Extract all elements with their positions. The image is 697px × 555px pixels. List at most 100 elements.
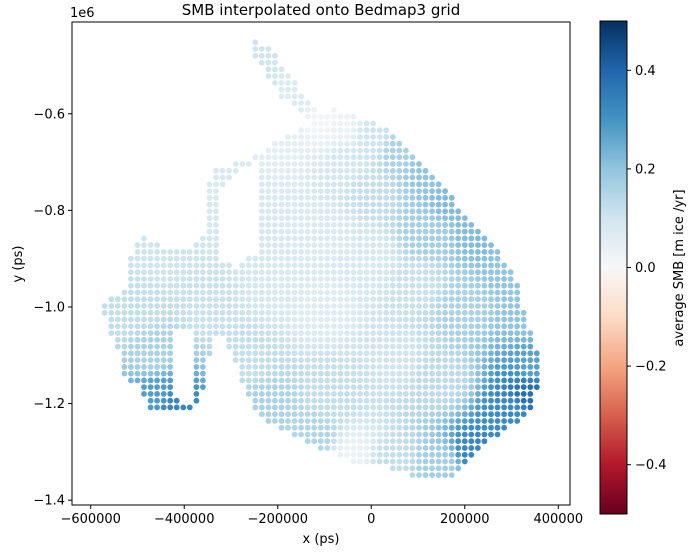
data-point — [265, 336, 272, 343]
data-point — [285, 93, 291, 100]
data-point — [219, 276, 226, 282]
data-point — [363, 127, 370, 134]
data-point — [206, 222, 213, 228]
data-point — [298, 181, 304, 188]
data-point — [403, 282, 409, 289]
data-point — [481, 255, 488, 262]
data-point — [481, 418, 488, 424]
data-point — [357, 269, 363, 276]
data-point — [127, 255, 134, 262]
data-point — [337, 424, 344, 431]
data-point — [370, 343, 376, 350]
data-point — [291, 391, 298, 397]
data-point — [422, 424, 429, 431]
data-point — [461, 330, 468, 336]
data-point — [389, 269, 396, 276]
data-point — [265, 194, 272, 201]
data-point — [265, 276, 272, 282]
data-point — [389, 364, 396, 370]
data-point — [114, 303, 121, 309]
data-point — [311, 404, 318, 411]
data-point — [331, 269, 337, 276]
data-point — [278, 194, 285, 201]
data-point — [226, 282, 233, 289]
data-point — [363, 228, 370, 235]
data-point — [481, 343, 488, 350]
data-point — [317, 222, 324, 228]
data-point — [448, 215, 455, 222]
data-point — [409, 451, 416, 458]
data-point — [383, 269, 390, 276]
data-point — [448, 397, 455, 404]
data-point — [344, 391, 350, 397]
data-point — [435, 201, 442, 208]
data-point — [461, 235, 468, 242]
data-point — [370, 303, 376, 309]
data-point — [206, 276, 213, 282]
data-point — [363, 174, 370, 181]
data-point — [121, 350, 128, 357]
data-point — [396, 282, 403, 289]
data-point — [422, 249, 429, 255]
data-point — [403, 350, 409, 357]
data-point — [258, 364, 265, 370]
data-point — [291, 215, 298, 222]
data-point — [468, 377, 475, 384]
data-point — [409, 262, 416, 269]
data-point — [127, 350, 134, 357]
data-point — [416, 465, 422, 472]
data-point — [265, 330, 272, 336]
data-point — [213, 282, 219, 289]
data-point — [363, 235, 370, 242]
data-point — [370, 154, 376, 161]
data-point — [141, 377, 147, 384]
data-point — [232, 296, 239, 303]
data-point — [409, 418, 416, 424]
data-point — [200, 370, 206, 377]
data-point — [331, 262, 337, 269]
data-point — [409, 438, 416, 445]
data-point — [272, 228, 278, 235]
data-point — [285, 147, 291, 154]
data-point — [304, 222, 311, 228]
data-point — [435, 309, 442, 316]
data-point — [403, 181, 409, 188]
data-point — [370, 350, 376, 357]
data-point — [298, 303, 304, 309]
data-point — [455, 377, 462, 384]
data-point — [258, 262, 265, 269]
data-point — [278, 350, 285, 357]
data-point — [298, 93, 304, 100]
data-point — [442, 242, 448, 249]
data-point — [298, 235, 304, 242]
data-point — [272, 255, 278, 262]
data-point — [141, 262, 147, 269]
data-point — [337, 323, 344, 330]
data-point — [200, 343, 206, 350]
data-point — [416, 431, 422, 438]
colorbar-ticks: −0.4−0.20.00.20.4 — [627, 64, 667, 473]
data-point — [383, 228, 390, 235]
data-point — [396, 451, 403, 458]
data-point — [507, 276, 514, 282]
data-point — [429, 276, 435, 282]
data-point — [311, 431, 318, 438]
data-point — [252, 370, 259, 377]
data-point — [396, 194, 403, 201]
data-point — [298, 350, 304, 357]
data-point — [317, 384, 324, 390]
data-point — [258, 46, 265, 52]
data-point — [363, 296, 370, 303]
data-point — [278, 80, 285, 86]
data-point — [239, 282, 246, 289]
data-point — [370, 249, 376, 255]
data-point — [167, 316, 174, 323]
data-point — [514, 397, 521, 404]
data-point — [154, 397, 161, 404]
data-point — [416, 303, 422, 309]
data-point — [383, 343, 390, 350]
data-point — [403, 391, 409, 397]
data-point — [252, 316, 259, 323]
data-point — [121, 303, 128, 309]
